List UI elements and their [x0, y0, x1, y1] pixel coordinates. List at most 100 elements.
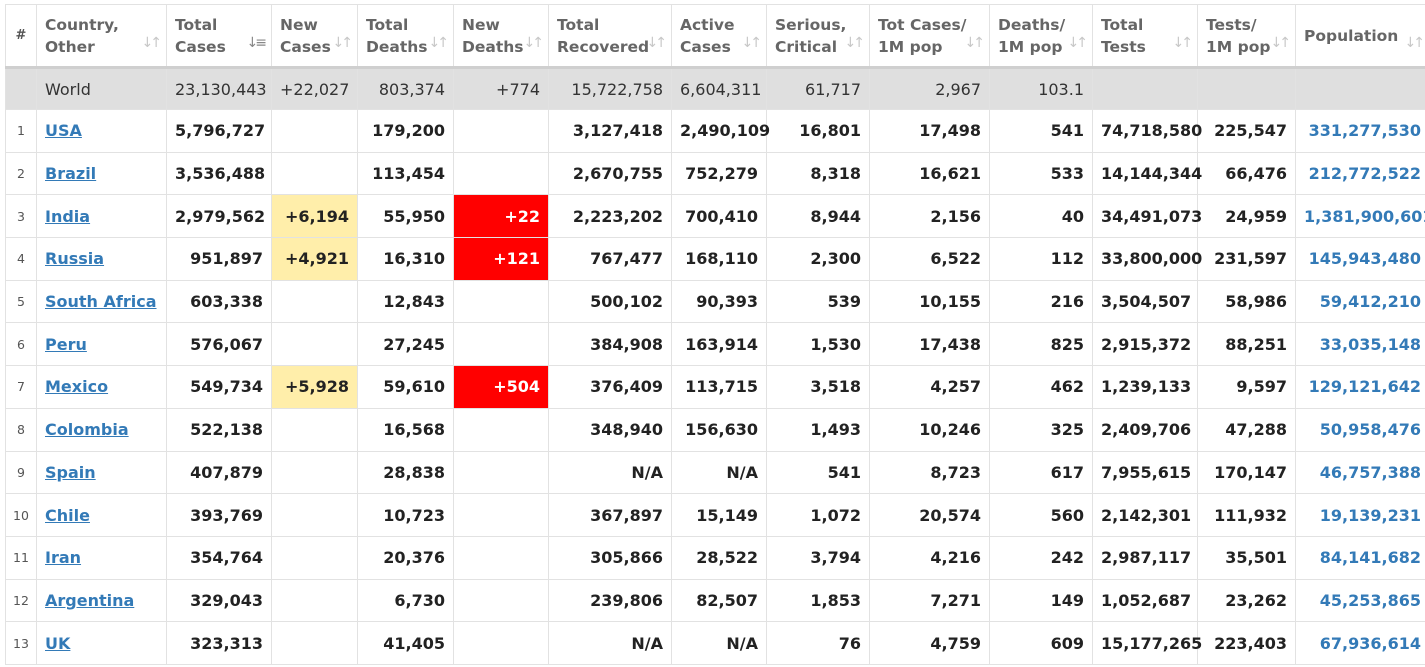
- cell-deaths-1m: 617: [989, 450, 1093, 495]
- country-link[interactable]: Chile: [45, 505, 90, 525]
- column-header-label-line1: Total: [175, 15, 218, 34]
- cell-active-cases: 700,410: [671, 194, 767, 239]
- cell-deaths-1m: 242: [989, 535, 1093, 580]
- cell-total-cases: 576,067: [166, 322, 272, 367]
- cell-total-recovered: 767,477: [548, 237, 672, 281]
- column-header-label-line2: 1M pop: [878, 37, 943, 56]
- cell-deaths-1m: 112: [989, 237, 1093, 281]
- cell-cases-1m: 10,246: [869, 407, 990, 452]
- cell-total-cases: 393,769: [166, 493, 272, 537]
- cell-tests-1m: 66,476: [1197, 151, 1296, 196]
- column-header-new-cases[interactable]: New Cases ↓↑: [271, 4, 358, 69]
- cell-new-cases: [271, 279, 358, 324]
- country-link[interactable]: UK: [45, 633, 71, 653]
- cell-num: 7: [5, 365, 37, 409]
- sort-icon[interactable]: ↓↑: [844, 35, 866, 51]
- cell-tests-1m: 111,932: [1197, 493, 1296, 537]
- sort-icon[interactable]: ↓↑: [741, 35, 763, 51]
- cell-new-deaths: [453, 535, 549, 580]
- cell-total-recovered: 2,223,202: [548, 194, 672, 239]
- cell-num: 4: [5, 237, 37, 281]
- cell-total-deaths: 55,950: [357, 194, 454, 239]
- column-header-label-line1: Population: [1304, 26, 1399, 45]
- country-link[interactable]: Colombia: [45, 420, 129, 440]
- cell-deaths-1m: 40: [989, 194, 1093, 239]
- table-row: 2 Brazil 3,536,488 113,454 2,670,755 752,279 8…: [5, 151, 1425, 196]
- country-link[interactable]: South Africa: [45, 292, 157, 312]
- cell-total-tests: 2,915,372: [1092, 322, 1198, 367]
- covid-stats-table: # Country, Other ↓↑ Total Cases ↓≡ New Cases ↓↑ To…: [5, 4, 1425, 665]
- column-header-label-line1: Tests/: [1206, 15, 1257, 34]
- cell-total-cases: 951,897: [166, 237, 272, 281]
- country-link[interactable]: Iran: [45, 548, 82, 568]
- cell-new-cases: [271, 578, 358, 623]
- sort-icon[interactable]: ↓↑: [332, 35, 354, 51]
- table-row: 3 India 2,979,562 +6,194 55,950 +22 2,223,202 7…: [5, 194, 1425, 239]
- sort-icon[interactable]: ↓↑: [964, 35, 986, 51]
- cell-cases-1m: 2,156: [869, 194, 990, 239]
- header-row: # Country, Other ↓↑ Total Cases ↓≡ New Cases ↓↑ To…: [5, 4, 1425, 69]
- cell-total-cases: 522,138: [166, 407, 272, 452]
- sort-icon[interactable]: ↓↑: [523, 35, 545, 51]
- sort-icon[interactable]: ↓↑: [646, 35, 668, 51]
- cell-num: 6: [5, 322, 37, 367]
- cell-new-cases: [271, 109, 358, 153]
- cell-new-cases: +5,928: [271, 365, 358, 409]
- country-link[interactable]: Mexico: [45, 377, 109, 397]
- country-link[interactable]: Spain: [45, 462, 96, 482]
- cell-total-recovered: 15,722,758: [548, 67, 672, 110]
- table-row: 8 Colombia 522,138 16,568 348,940 156,630 1,49…: [5, 407, 1425, 452]
- column-header-deaths-1m[interactable]: Deaths/1M pop ↓↑: [989, 4, 1093, 69]
- column-header-active-cases[interactable]: Active Cases ↓↑: [671, 4, 767, 69]
- column-header-label-line2: Critical: [775, 37, 838, 56]
- country-link[interactable]: Russia: [45, 249, 105, 269]
- column-header-cases-1m[interactable]: Tot Cases/1M pop ↓↑: [869, 4, 990, 69]
- sort-icon[interactable]: ↓↑: [141, 35, 163, 51]
- column-header-label: #: [15, 27, 27, 43]
- column-header-serious[interactable]: Serious, Critical ↓↑: [766, 4, 870, 69]
- column-header-label-line2: Cases: [680, 37, 731, 56]
- column-header-label-line1: Country,: [45, 15, 119, 34]
- country-link[interactable]: India: [45, 206, 91, 226]
- sort-icon[interactable]: ↓↑: [1172, 35, 1194, 51]
- cell-new-deaths: [453, 151, 549, 196]
- cell-total-cases: 329,043: [166, 578, 272, 623]
- column-header-tests-1m[interactable]: Tests/1M pop ↓↑: [1197, 4, 1296, 69]
- sort-icon[interactable]: ↓↑: [428, 35, 450, 51]
- column-header-label-line2: 1M pop: [998, 37, 1063, 56]
- cell-cases-1m: 4,216: [869, 535, 990, 580]
- cell-total-tests: 34,491,073: [1092, 194, 1202, 239]
- sort-icon[interactable]: ↓↑: [1270, 35, 1292, 51]
- country-link[interactable]: Brazil: [45, 164, 97, 184]
- column-header-total-tests[interactable]: Total Tests ↓↑: [1092, 4, 1198, 69]
- country-link[interactable]: Argentina: [45, 590, 135, 610]
- cell-population: 46,757,388: [1295, 450, 1425, 495]
- column-header-total-deaths[interactable]: Total Deaths ↓↑: [357, 4, 454, 69]
- cell-total-cases: 323,313: [166, 621, 272, 665]
- country-link[interactable]: Peru: [45, 334, 87, 354]
- country-link[interactable]: USA: [45, 121, 82, 141]
- column-header-population[interactable]: Population ↓↑: [1295, 4, 1425, 69]
- table-body: World 23,130,443 +22,027 803,374 +774 15,722,…: [5, 67, 1425, 665]
- cell-active-cases: 6,604,311: [671, 67, 767, 110]
- column-header-total-recovered[interactable]: Total Recovered ↓↑: [548, 4, 672, 69]
- column-header-label-line1: Total: [557, 15, 600, 34]
- column-header-new-deaths[interactable]: New Deaths ↓↑: [453, 4, 549, 69]
- cell-serious: 8,944: [766, 194, 870, 239]
- column-header-total-cases[interactable]: Total Cases ↓≡: [166, 4, 272, 69]
- cell-deaths-1m: 462: [989, 365, 1093, 409]
- sort-icon[interactable]: ↓↑: [1067, 35, 1089, 51]
- cell-total-tests: 14,144,344: [1092, 151, 1202, 196]
- column-header-label-line2: 1M pop: [1206, 37, 1271, 56]
- cell-total-recovered: 367,897: [548, 493, 672, 537]
- cell-country: Peru: [36, 322, 167, 367]
- cell-deaths-1m: 560: [989, 493, 1093, 537]
- sort-icon[interactable]: ↓↑: [1404, 35, 1425, 51]
- cell-total-cases: 5,796,727: [166, 109, 272, 153]
- sort-active-icon[interactable]: ↓≡: [246, 35, 268, 51]
- column-header-country[interactable]: Country, Other ↓↑: [36, 4, 167, 69]
- table-row: 1 USA 5,796,727 179,200 3,127,418 2,490,109 16…: [5, 109, 1425, 153]
- cell-total-cases: 354,764: [166, 535, 272, 580]
- cell-total-tests: [1092, 67, 1198, 110]
- cell-active-cases: 82,507: [671, 578, 767, 623]
